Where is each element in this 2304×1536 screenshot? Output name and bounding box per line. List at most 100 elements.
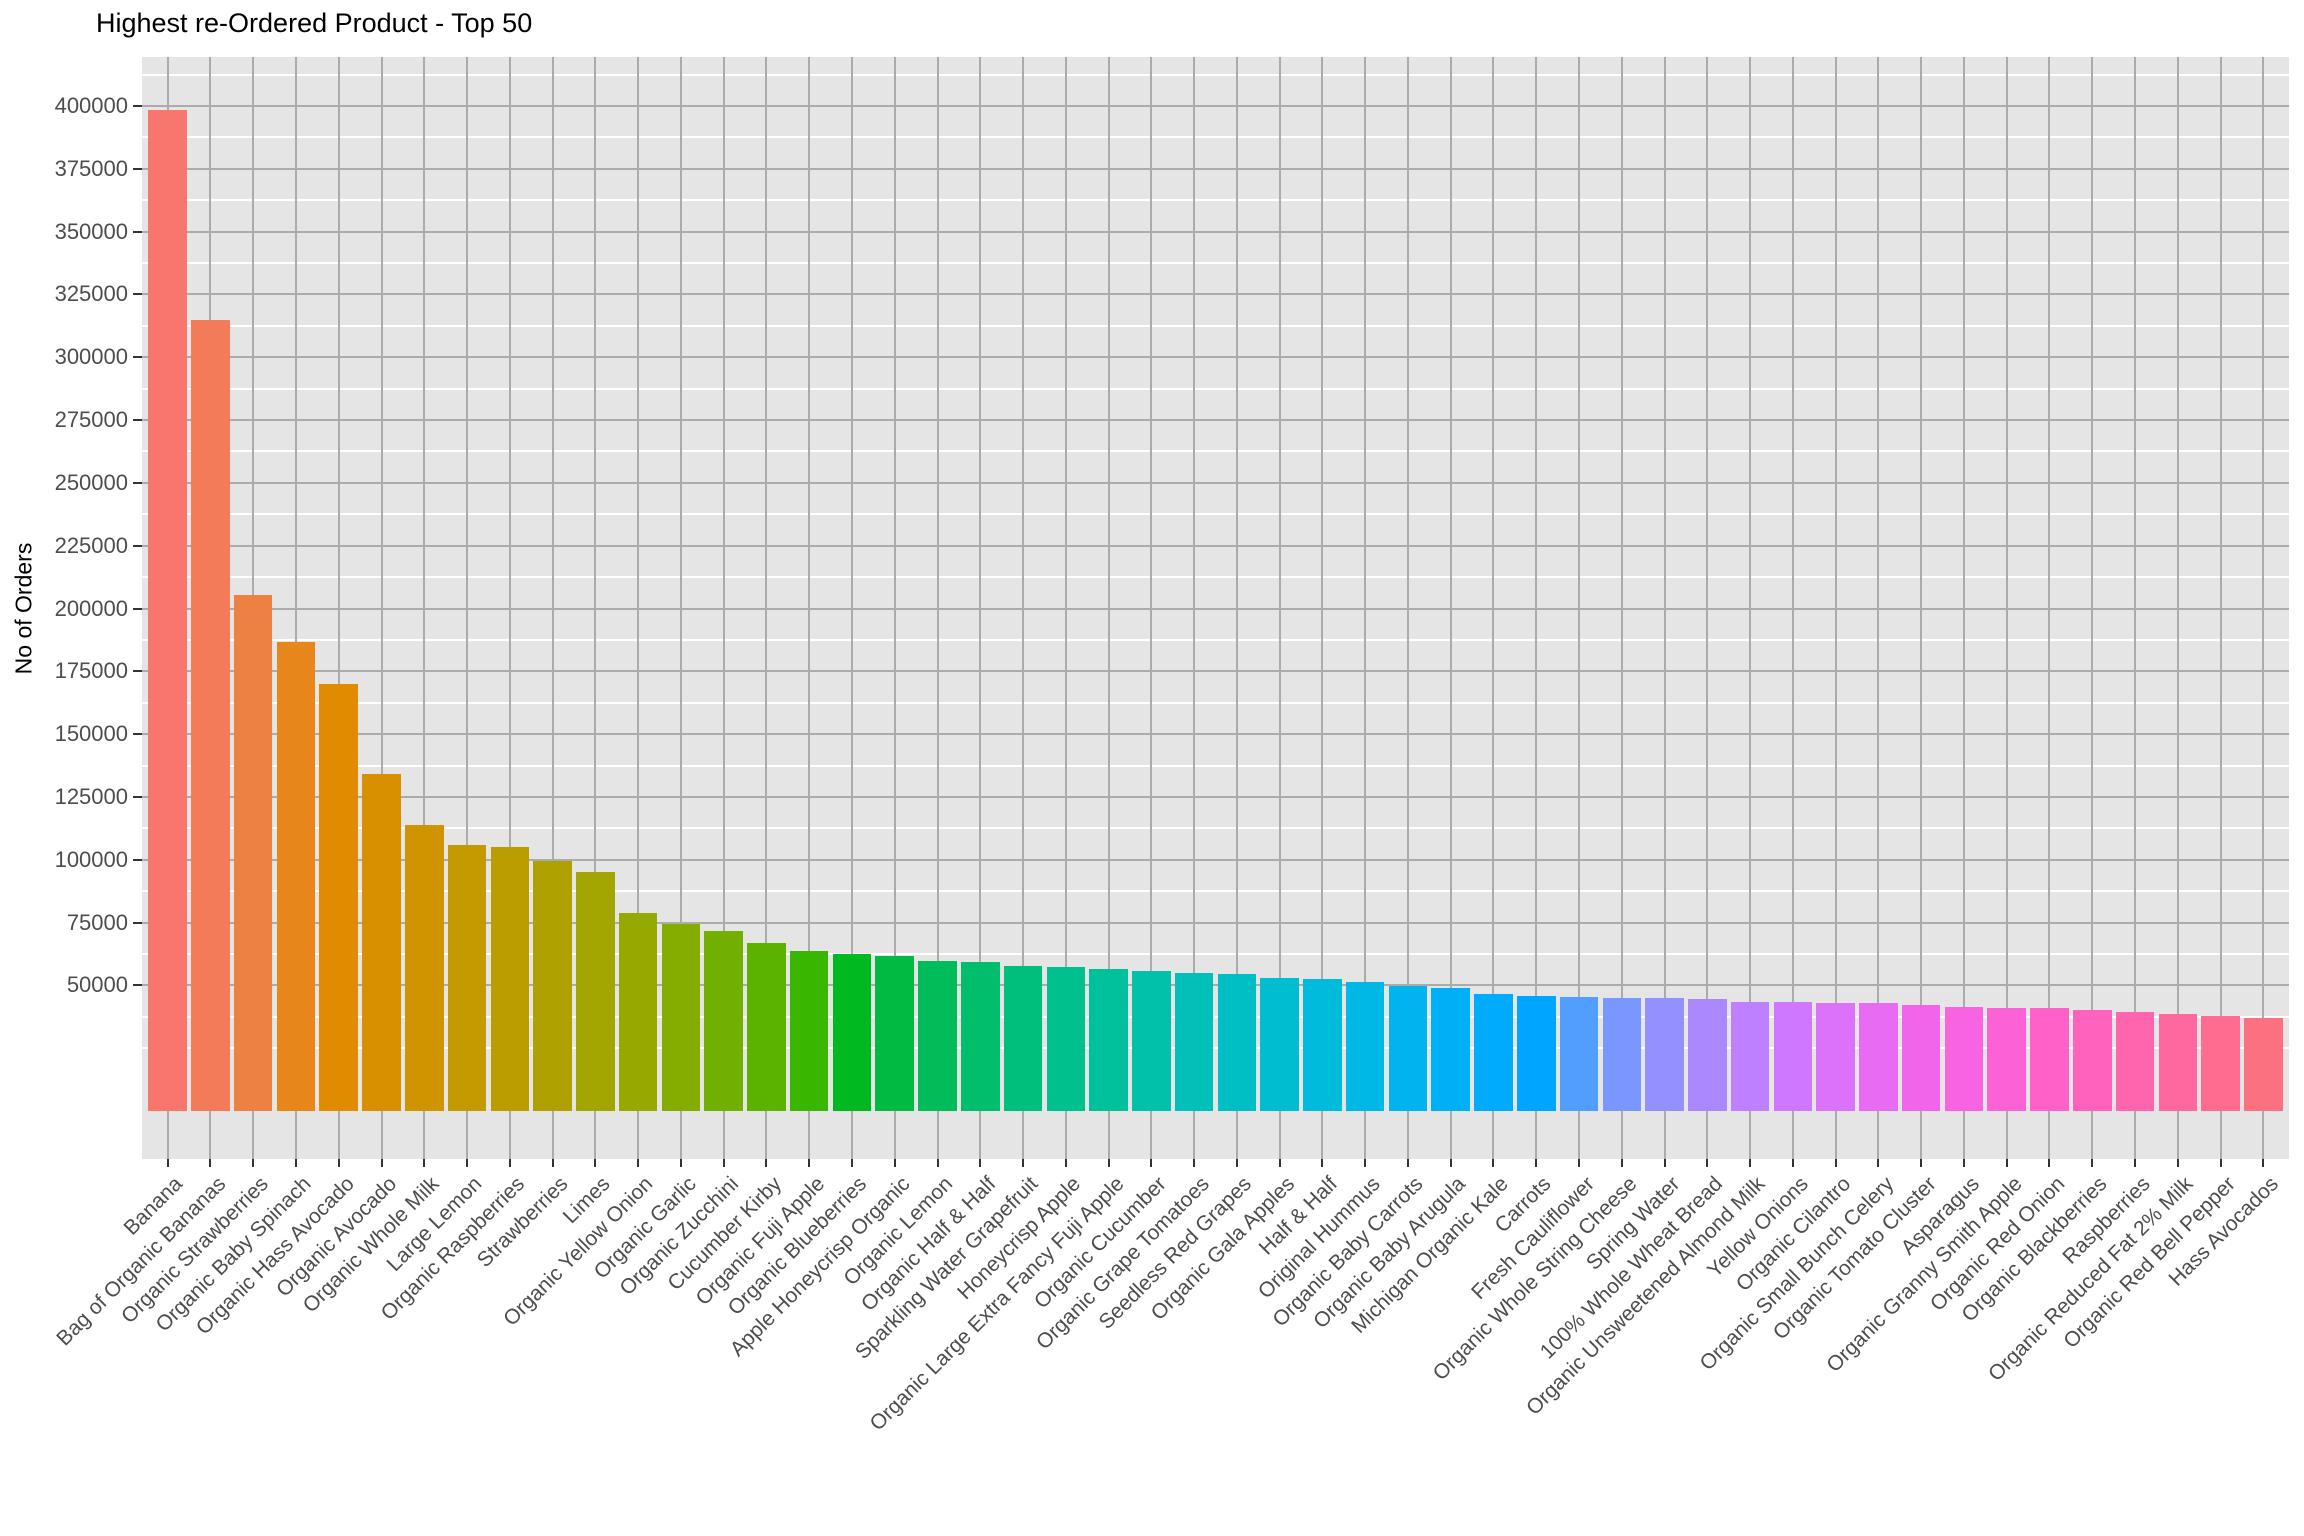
gridline-minor-h bbox=[142, 701, 2289, 704]
x-tick-mark bbox=[1706, 1159, 1709, 1167]
y-tick-mark bbox=[133, 984, 142, 987]
gridline-minor-h bbox=[142, 1015, 2289, 1018]
y-tick-label: 250000 bbox=[54, 469, 128, 495]
bar-44 bbox=[1987, 1007, 2026, 1111]
y-tick-label: 75000 bbox=[66, 909, 128, 935]
x-tick-mark bbox=[337, 1159, 340, 1167]
x-tick-mark bbox=[294, 1159, 297, 1167]
x-tick-mark bbox=[1107, 1159, 1110, 1167]
x-tick-mark bbox=[1406, 1159, 1409, 1167]
gridline-major-h bbox=[142, 795, 2289, 798]
bar-27 bbox=[1260, 978, 1299, 1111]
x-tick-mark bbox=[1877, 1159, 1880, 1167]
y-tick-mark bbox=[133, 419, 142, 422]
y-tick-mark bbox=[133, 921, 142, 924]
gridline-major-h bbox=[142, 607, 2289, 610]
gridline-major-h bbox=[142, 670, 2289, 673]
bar-17 bbox=[832, 954, 872, 1111]
bar-4 bbox=[276, 642, 316, 1111]
x-tick-mark bbox=[2091, 1159, 2094, 1167]
gridline-minor-h bbox=[142, 73, 2289, 76]
x-tick-mark bbox=[423, 1159, 426, 1167]
bar-15 bbox=[747, 942, 786, 1111]
x-tick-mark bbox=[1150, 1159, 1153, 1167]
gridline-minor-h bbox=[142, 262, 2289, 265]
x-tick-mark bbox=[1321, 1159, 1324, 1167]
gridline-minor-h bbox=[142, 324, 2289, 327]
y-tick-label: 200000 bbox=[54, 595, 128, 621]
bar-12 bbox=[618, 912, 658, 1111]
x-tick-mark bbox=[166, 1159, 169, 1167]
x-tick-mark bbox=[2176, 1159, 2179, 1167]
x-tick-mark bbox=[551, 1159, 554, 1167]
y-tick-mark bbox=[133, 167, 142, 170]
gridline-major-h bbox=[142, 293, 2289, 296]
y-tick-label: 125000 bbox=[54, 783, 128, 809]
x-tick-mark bbox=[1278, 1159, 1281, 1167]
gridline-minor-h bbox=[142, 576, 2289, 579]
bar-34 bbox=[1559, 996, 1599, 1111]
y-tick-mark bbox=[133, 607, 142, 610]
x-tick-mark bbox=[209, 1159, 212, 1167]
x-tick-mark bbox=[1492, 1159, 1495, 1167]
bar-9 bbox=[490, 846, 530, 1111]
gridline-major-h bbox=[142, 356, 2289, 359]
x-tick-mark bbox=[2134, 1159, 2137, 1167]
bar-41 bbox=[1859, 1002, 1898, 1111]
bar-20 bbox=[961, 962, 1000, 1111]
bar-45 bbox=[2030, 1008, 2069, 1111]
x-tick-mark bbox=[936, 1159, 939, 1167]
gridline-major-h bbox=[142, 167, 2289, 170]
y-tick-mark bbox=[133, 733, 142, 736]
bar-5 bbox=[319, 683, 358, 1111]
x-tick-mark bbox=[808, 1159, 811, 1167]
y-tick-label: 400000 bbox=[54, 93, 128, 118]
y-tick-label: 375000 bbox=[54, 155, 128, 181]
bar-1 bbox=[148, 109, 187, 1111]
y-tick-mark bbox=[133, 544, 142, 547]
y-tick-mark bbox=[133, 858, 142, 861]
y-axis-title: No of Orders bbox=[10, 542, 37, 674]
x-tick-mark bbox=[1449, 1159, 1452, 1167]
gridline-minor-h bbox=[142, 1047, 2289, 1050]
bar-13 bbox=[661, 923, 701, 1111]
x-tick-mark bbox=[2005, 1159, 2008, 1167]
bar-40 bbox=[1816, 1002, 1855, 1111]
x-tick-mark bbox=[1834, 1159, 1837, 1167]
bar-3 bbox=[233, 594, 273, 1111]
bar-46 bbox=[2073, 1010, 2112, 1111]
bar-31 bbox=[1431, 987, 1470, 1111]
y-tick-mark bbox=[133, 481, 142, 484]
bar-19 bbox=[918, 960, 957, 1111]
x-tick-mark bbox=[722, 1159, 725, 1167]
gridline-major-h bbox=[142, 105, 2289, 107]
x-tick-mark bbox=[380, 1159, 383, 1167]
bar-25 bbox=[1174, 973, 1214, 1111]
y-tick-mark bbox=[133, 795, 142, 798]
bar-28 bbox=[1303, 979, 1342, 1111]
bar-24 bbox=[1132, 971, 1171, 1111]
gridline-major-h bbox=[142, 858, 2289, 861]
y-tick-label: 50000 bbox=[66, 972, 128, 998]
bar-11 bbox=[576, 871, 615, 1111]
x-tick-mark bbox=[1535, 1159, 1538, 1167]
y-tick-label: 300000 bbox=[54, 344, 128, 370]
x-tick-mark bbox=[1022, 1159, 1025, 1167]
x-tick-mark bbox=[508, 1159, 511, 1167]
y-axis-title-wrap: No of Orders bbox=[4, 57, 44, 1159]
gridline-minor-h bbox=[142, 764, 2289, 767]
y-tick-mark bbox=[133, 230, 142, 233]
x-tick-mark bbox=[252, 1159, 255, 1167]
bar-37 bbox=[1688, 999, 1727, 1111]
gridline-minor-h bbox=[142, 450, 2289, 453]
y-tick-label: 275000 bbox=[54, 407, 128, 433]
y-tick-mark bbox=[133, 356, 142, 359]
gridline-major-h bbox=[142, 544, 2289, 547]
gridline-minor-h bbox=[142, 890, 2289, 893]
bar-2 bbox=[191, 319, 230, 1111]
bar-10 bbox=[533, 861, 572, 1111]
bar-26 bbox=[1217, 973, 1257, 1111]
x-tick-mark bbox=[1962, 1159, 1965, 1167]
bar-42 bbox=[1901, 1004, 1941, 1111]
